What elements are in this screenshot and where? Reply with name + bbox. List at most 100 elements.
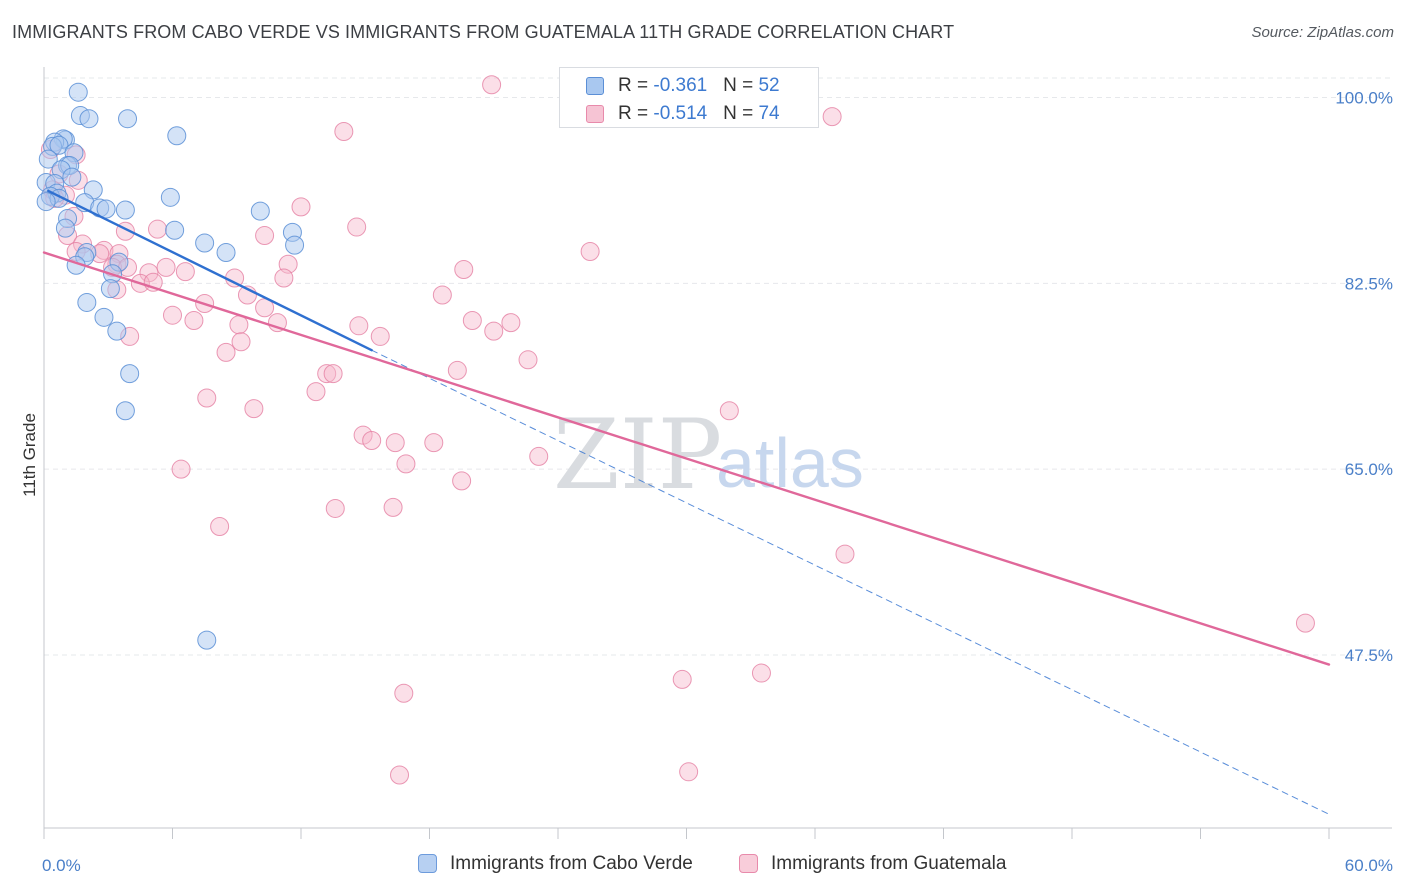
data-point-cabo-verde [197,630,217,650]
data-point-guatemala [171,459,191,479]
data-point-cabo-verde [49,135,69,155]
x-tick-label: 0.0% [42,856,81,875]
trend-line-cabo-verde-extension [371,349,1330,815]
data-point-guatemala [210,517,230,537]
grid-lines [44,77,1392,656]
data-point-cabo-verde [68,82,88,102]
series-cabo-verde-points [36,82,305,650]
data-point-guatemala [370,326,390,346]
data-point-cabo-verde [38,149,58,169]
data-point-cabo-verde [115,200,135,220]
data-point-cabo-verde [79,109,99,129]
legend-swatch-guatemala [586,105,604,123]
data-point-cabo-verde [62,167,82,187]
data-point-guatemala [148,219,168,239]
data-point-guatemala [394,683,414,703]
watermark-zip: ZIP [553,399,722,511]
legend-r-value-cabo-verde: -0.361 [653,75,708,96]
bottom-legend-label-cabo-verde: Immigrants from Cabo Verde [450,853,693,874]
data-point-cabo-verde [94,307,114,327]
data-point-guatemala [679,762,699,782]
data-point-guatemala [454,260,474,280]
data-point-cabo-verde [96,199,116,219]
data-point-guatemala [216,342,236,362]
data-point-guatemala [462,311,482,330]
data-point-cabo-verde [120,364,140,384]
data-point-cabo-verde [115,401,135,421]
data-point-guatemala [672,669,692,689]
data-point-cabo-verde [250,201,270,221]
data-point-guatemala [751,663,771,683]
data-point-guatemala [452,471,472,491]
data-point-cabo-verde [36,192,56,212]
data-point-cabo-verde [216,243,236,263]
data-point-guatemala [529,446,549,466]
legend-n-value-guatemala: 74 [758,103,780,124]
data-point-guatemala [719,401,739,421]
data-point-guatemala [484,321,504,341]
y-tick-label: 47.5% [1345,646,1393,665]
data-point-guatemala [163,305,182,325]
stats-legend: R = -0.361 N = 52 R = -0.514 N = 74 [559,67,819,128]
data-point-guatemala [244,399,264,419]
data-point-cabo-verde [100,279,120,299]
data-point-guatemala [424,433,444,453]
data-point-guatemala [383,497,403,517]
legend-r-value-guatemala: -0.514 [653,103,708,124]
data-point-cabo-verde [118,109,138,129]
data-point-cabo-verde [160,187,180,207]
data-point-guatemala [501,313,521,333]
data-point-guatemala [291,197,311,217]
data-point-guatemala [822,107,842,127]
x-tick-labels: 0.0% 60.0% [42,856,1393,875]
bottom-legend-label-guatemala: Immigrants from Guatemala [771,853,1007,874]
data-point-guatemala [175,262,195,282]
source-label: Source: ZipAtlas.com [1251,24,1394,41]
legend-n-value-cabo-verde: 52 [758,75,780,96]
y-tick-labels: 100.0% 82.5% 65.0% 47.5% [1335,89,1393,666]
data-point-cabo-verde [55,218,75,238]
data-point-guatemala [447,360,467,380]
watermark-atlas: atlas [716,424,864,502]
data-point-guatemala [323,364,343,384]
y-axis-label: 11th Grade [20,413,39,497]
bottom-legend-swatch-guatemala [739,854,758,873]
data-point-guatemala [580,241,600,261]
data-point-guatemala [197,388,217,408]
data-point-cabo-verde [195,233,215,253]
data-point-guatemala [835,544,855,564]
data-point-guatemala [225,268,245,288]
data-point-guatemala [317,364,337,384]
data-point-cabo-verde [107,321,127,341]
trend-line-guatemala [42,251,1331,666]
data-point-guatemala [184,311,204,330]
data-point-guatemala [432,285,452,305]
data-point-guatemala [396,454,416,474]
data-point-guatemala [156,257,176,277]
chart-title: IMMIGRANTS FROM CABO VERDE VS IMMIGRANTS… [12,22,955,42]
data-point-guatemala [274,268,294,288]
bottom-legend-swatch-cabo-verde [418,854,437,873]
data-point-guatemala [1295,613,1315,633]
legend-r-label: R = [618,103,654,124]
data-point-guatemala [362,430,382,450]
data-point-guatemala [325,498,345,518]
legend-swatch-cabo-verde [586,77,604,95]
y-tick-label: 100.0% [1335,89,1393,108]
y-tick-label: 65.0% [1345,460,1393,479]
trend-lines [42,189,1331,815]
data-point-guatemala [334,121,354,141]
data-point-cabo-verde [167,126,187,146]
data-point-guatemala [347,217,367,237]
data-point-guatemala [231,332,251,352]
data-point-cabo-verde [285,235,305,255]
data-point-guatemala [482,75,502,95]
data-point-cabo-verde [77,292,97,312]
legend-r-label: R = [618,75,654,96]
watermark: ZIP atlas [553,399,864,511]
legend-n-label: N = [723,75,759,96]
data-point-guatemala [306,382,326,402]
data-point-guatemala [229,315,249,335]
trend-line-cabo-verde [47,189,373,352]
